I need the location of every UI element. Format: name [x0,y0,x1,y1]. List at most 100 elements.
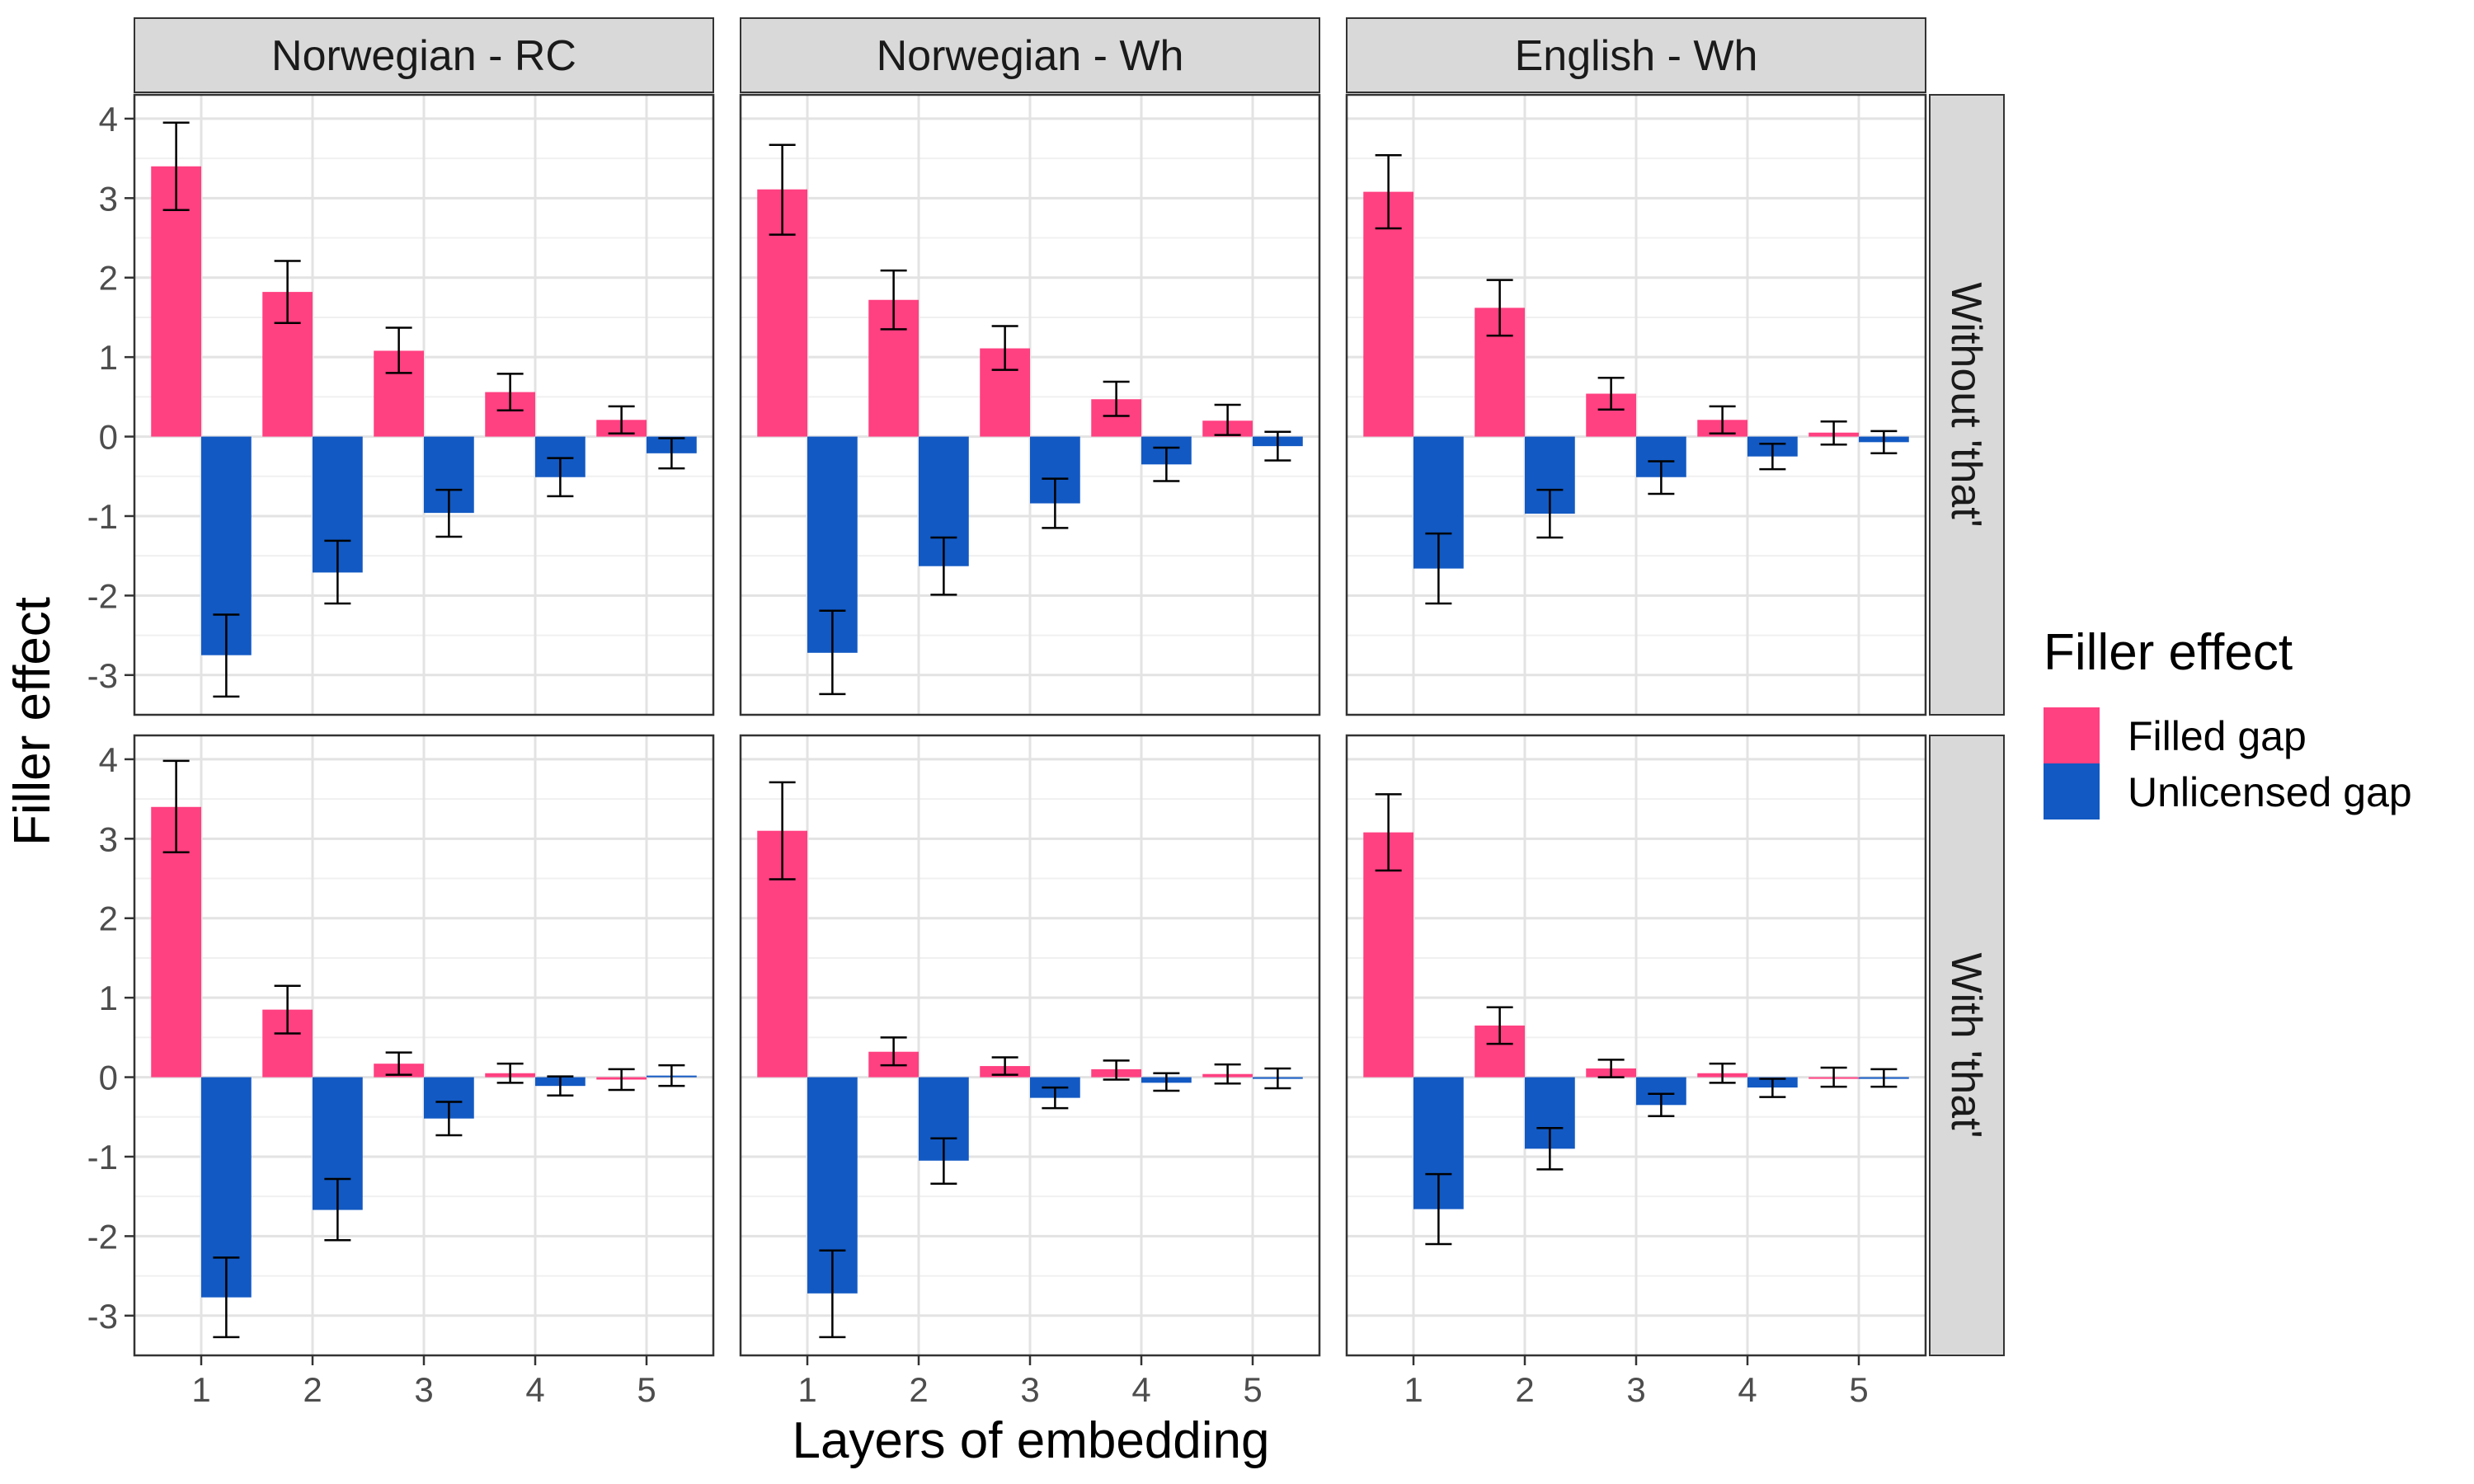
x-tick-label: 5 [1243,1370,1262,1409]
error-bar-unlicensed-gap-1 [1425,1172,1452,1246]
error-bar-unlicensed-gap-5 [1264,1067,1291,1090]
error-bar-unlicensed-gap-4 [1153,446,1180,482]
x-tick-label: 3 [414,1370,433,1409]
error-bar-unlicensed-gap-2 [324,539,351,605]
error-bar-filled-gap-3 [1597,376,1625,411]
strip-box [1929,94,2005,716]
error-bar-unlicensed-gap-3 [1648,460,1675,495]
strip-english-wh: English - Wh [1346,17,1926,93]
error-bar-filled-gap-2 [880,1036,907,1067]
legend-swatch-filled-gap [2044,707,2100,763]
panel-border [739,93,1321,716]
error-bar-filled-gap-4 [1103,1059,1130,1081]
error-bar-unlicensed-gap-5 [658,1064,685,1087]
error-bar-filled-gap-1 [162,121,190,212]
error-bar-unlicensed-gap-5 [658,437,685,470]
panel-border [133,93,715,716]
y-tick-label: 1 [99,338,118,377]
legend-swatch-unlicensed-gap [2044,763,2100,819]
strip-label: With 'that' [1942,952,1990,1138]
bar-filled-gap-1 [1363,832,1413,1078]
y-tick-label: 4 [99,740,118,779]
error-bar-unlicensed-gap-1 [213,613,240,698]
x-tick-label: 4 [525,1370,544,1409]
strip-norwegian-rc: Norwegian - RC [134,17,714,93]
error-bar-filled-gap-4 [1709,405,1736,434]
error-bar-filled-gap-2 [1486,1006,1513,1045]
panel-english-wh-without-that [1345,93,1927,716]
error-bar-filled-gap-1 [162,759,190,853]
error-bar-filled-gap-4 [496,1062,524,1084]
error-bar-filled-gap-5 [1214,403,1241,436]
y-tick-label: -1 [87,497,118,536]
y-tick-label: -3 [87,1297,118,1336]
y-tick-label: -2 [87,1217,118,1256]
strip-box [1346,17,1926,93]
y-tick-label: 2 [99,259,118,298]
error-bar-unlicensed-gap-2 [930,1137,957,1186]
error-bar-unlicensed-gap-2 [1536,1127,1564,1171]
error-bar-unlicensed-gap-3 [1648,1092,1675,1118]
error-bar-filled-gap-3 [991,1056,1018,1076]
panel-norwegian-wh-without-that [739,93,1321,716]
error-bar-unlicensed-gap-1 [213,1256,240,1339]
error-bar-filled-gap-5 [1214,1063,1241,1085]
facet-strips: Norwegian - RC Norwegian - Wh English - Wh… [134,17,2005,1356]
error-bar-unlicensed-gap-5 [1870,1068,1898,1088]
panel-norwegian-rc-without-that [133,93,715,716]
error-bar-filled-gap-3 [385,1051,412,1076]
x-tick-label: 4 [1131,1370,1150,1409]
panel-norwegian-rc-with-that [133,734,715,1357]
legend-label-filled-gap: Filled gap [2128,713,2307,759]
error-bar-filled-gap-3 [991,325,1018,371]
error-bar-filled-gap-1 [769,781,796,881]
error-bar-filled-gap-3 [1597,1059,1625,1078]
y-tick-label: -3 [87,656,118,695]
x-tick-label: 3 [1020,1370,1039,1409]
error-bar-filled-gap-2 [880,269,907,331]
panel-norwegian-wh-with-that [739,734,1321,1357]
x-tick-label: 4 [1738,1370,1757,1409]
strip-label: Without 'that' [1942,282,1990,527]
panel-border [1345,93,1927,716]
legend-title: Filler effect [2044,624,2293,681]
error-bar-unlicensed-gap-1 [1425,532,1452,605]
error-bar-unlicensed-gap-4 [547,1075,574,1097]
error-bar-filled-gap-1 [1375,793,1402,872]
legend-label-unlicensed-gap: Unlicensed gap [2128,769,2412,815]
bar-filled-gap-1 [1363,191,1413,437]
strip-box [134,17,714,93]
x-tick-label: 1 [191,1370,210,1409]
error-bar-unlicensed-gap-3 [435,1101,463,1137]
error-bar-filled-gap-4 [1103,380,1130,417]
y-tick-label: 3 [99,179,118,218]
strip-with-that: With 'that' [1929,735,2005,1356]
error-bar-filled-gap-2 [1486,279,1513,337]
error-bar-filled-gap-1 [769,143,796,236]
y-tick-label: 3 [99,819,118,858]
y-tick-label: 1 [99,979,118,1017]
error-bar-unlicensed-gap-2 [930,536,957,596]
error-bar-unlicensed-gap-4 [1759,1078,1786,1098]
x-tick-label: 1 [797,1370,816,1409]
legend: Filler effect Filled gap Unlicensed gap [2044,624,2412,819]
error-bar-filled-gap-5 [608,405,635,434]
x-axis-title: Layers of embedding [792,1412,1269,1469]
panels-layer [133,93,1927,1357]
x-tick-label: 2 [909,1370,928,1409]
axes-layer: -3 -2 -1 0 1 2 3 4 -3 -2 -1 0 1 2 3 4 1 2 3 4 5 1 2 3 4 5 1 2 3 4 5 [87,100,1869,1409]
error-bar-filled-gap-3 [385,326,412,374]
panel-english-wh-with-that [1345,734,1927,1357]
error-bar-unlicensed-gap-3 [435,488,463,538]
error-bar-unlicensed-gap-5 [1264,430,1291,462]
error-bar-unlicensed-gap-1 [819,609,846,696]
error-bar-unlicensed-gap-4 [547,457,574,498]
error-bar-unlicensed-gap-2 [324,1177,351,1242]
error-bar-filled-gap-5 [1820,420,1847,446]
error-bar-filled-gap-4 [496,373,524,411]
strip-box [740,17,1320,93]
error-bar-unlicensed-gap-5 [1870,430,1898,455]
y-tick-label: 2 [99,899,118,938]
y-tick-label: 4 [99,100,118,139]
